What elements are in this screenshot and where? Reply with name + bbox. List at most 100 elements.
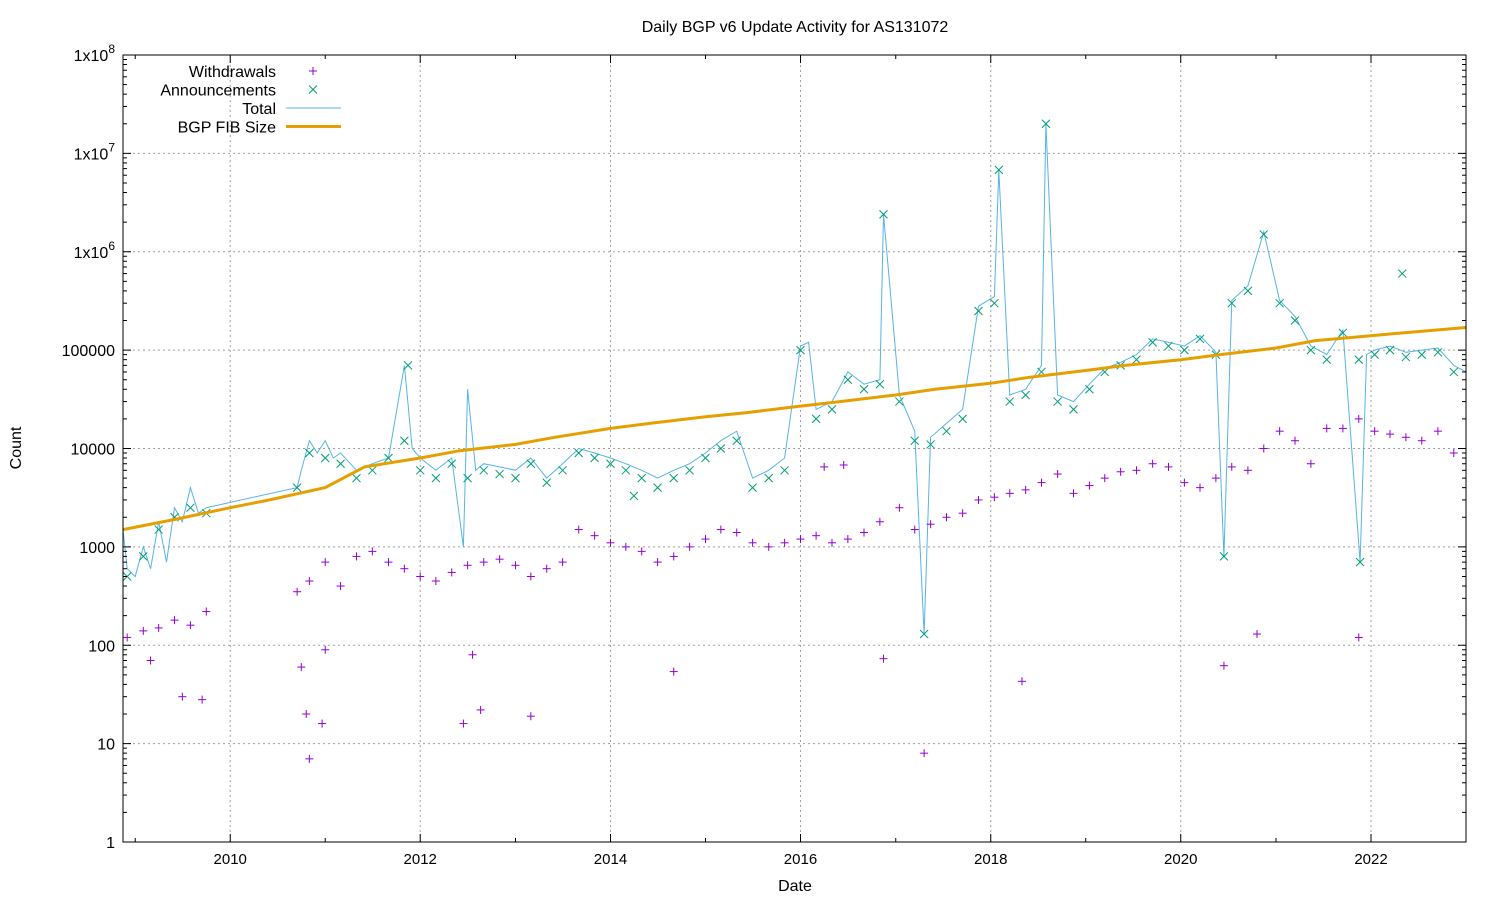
data-point-withdrawals xyxy=(621,542,630,551)
y-tick-label-exponent: 6 xyxy=(108,239,115,253)
data-point-announcements-stroke xyxy=(653,483,662,493)
legend-label-total: Total xyxy=(242,101,276,118)
data-point-announcements-stroke xyxy=(974,306,983,316)
axes: 1101001000100001000001x1061x1071x1082010… xyxy=(62,42,1466,868)
data-point-announcements-stroke xyxy=(1037,367,1046,377)
data-point-withdrawals xyxy=(1227,462,1236,471)
data-point-withdrawals xyxy=(302,710,311,719)
data-point-announcements-stroke xyxy=(526,459,536,469)
data-point-announcements-stroke xyxy=(511,473,520,483)
data-point-announcements xyxy=(1417,350,1427,359)
data-point-announcements-stroke xyxy=(811,414,821,424)
data-point-announcements xyxy=(1041,119,1051,129)
data-point-announcements-stroke xyxy=(1219,552,1229,561)
data-point-announcements-stroke xyxy=(1227,298,1237,308)
data-point-withdrawals xyxy=(1275,427,1284,436)
data-point-withdrawals xyxy=(352,552,361,561)
data-point-announcements xyxy=(122,572,132,581)
data-point-announcements-stroke xyxy=(764,473,774,483)
x-tick-label: 2012 xyxy=(404,851,437,868)
data-point-announcements xyxy=(958,414,967,424)
data-point-announcements xyxy=(827,404,837,414)
data-point-withdrawals xyxy=(637,547,646,556)
data-point-announcements-stroke xyxy=(859,384,869,394)
data-point-announcements xyxy=(606,459,615,469)
data-point-announcements-stroke xyxy=(732,436,742,446)
data-point-withdrawals xyxy=(701,535,710,544)
data-point-announcements xyxy=(1227,298,1237,308)
data-point-announcements-stroke xyxy=(447,459,457,469)
data-point-withdrawals xyxy=(1211,474,1220,483)
data-point-announcements-stroke xyxy=(1243,286,1253,296)
data-point-withdrawals xyxy=(1322,424,1331,433)
data-point-announcements-stroke xyxy=(1275,298,1284,308)
data-point-announcements xyxy=(1338,328,1348,338)
y-tick-label-exponent: 8 xyxy=(108,42,115,56)
y-tick-label-base: 1x10 xyxy=(74,48,109,65)
data-point-withdrawals xyxy=(321,558,330,567)
data-point-withdrawals xyxy=(942,513,951,522)
data-point-announcements-stroke xyxy=(1100,367,1110,377)
data-point-announcements-stroke xyxy=(669,473,679,483)
data-point-withdrawals xyxy=(1253,630,1262,639)
data-point-announcements xyxy=(384,453,393,463)
data-point-withdrawals xyxy=(1180,478,1189,487)
data-point-withdrawals xyxy=(146,656,155,665)
data-point-announcements-stroke xyxy=(1385,345,1395,355)
data-point-withdrawals xyxy=(1148,459,1157,468)
data-point-withdrawals xyxy=(732,528,741,537)
data-point-announcements-stroke xyxy=(336,459,345,469)
data-point-announcements-stroke xyxy=(574,448,584,458)
data-point-announcements xyxy=(1180,345,1189,355)
data-point-withdrawals xyxy=(321,645,330,654)
data-point-announcements xyxy=(511,473,520,483)
data-point-announcements xyxy=(320,453,330,463)
data-point-withdrawals xyxy=(859,528,868,537)
data-point-withdrawals xyxy=(526,712,535,721)
data-point-announcements-stroke xyxy=(942,426,951,436)
data-point-withdrawals xyxy=(139,626,148,635)
data-point-announcements-stroke xyxy=(827,404,837,414)
data-point-withdrawals xyxy=(1132,466,1141,475)
data-point-announcements xyxy=(1259,230,1269,239)
y-tick-label-base: 10000 xyxy=(71,442,116,459)
data-point-announcements-stroke xyxy=(1417,350,1427,359)
data-point-announcements-stroke xyxy=(558,465,567,475)
data-point-announcements xyxy=(431,473,441,483)
data-point-withdrawals xyxy=(400,564,409,573)
data-point-announcements xyxy=(926,440,935,449)
data-point-announcements xyxy=(447,459,457,469)
data-point-withdrawals xyxy=(812,531,821,540)
legend-label-announcements: Announcements xyxy=(160,83,276,100)
data-point-announcements-stroke xyxy=(1370,350,1379,359)
data-point-withdrawals xyxy=(186,621,195,630)
data-point-announcements xyxy=(701,453,710,463)
series-line-total xyxy=(122,123,1467,635)
data-point-announcements xyxy=(843,375,853,385)
data-point-announcements xyxy=(875,379,885,389)
data-point-announcements-stroke xyxy=(403,361,413,370)
data-point-announcements-stroke xyxy=(542,478,552,487)
data-point-announcements-stroke xyxy=(1338,328,1348,338)
legend-label-bgp-fib-size: BGP FIB Size xyxy=(178,120,277,137)
legend-label-withdrawals: Withdrawals xyxy=(189,64,276,81)
data-point-withdrawals xyxy=(926,520,935,529)
x-tick-label: 2020 xyxy=(1164,851,1197,868)
data-point-announcements xyxy=(186,503,195,513)
legend-swatch-announcements-stroke xyxy=(308,85,318,94)
data-point-announcements-stroke xyxy=(958,414,967,424)
data-point-announcements xyxy=(495,469,504,479)
data-point-announcements-stroke xyxy=(843,375,853,385)
y-tick-label-base: 100 xyxy=(88,638,115,655)
data-point-announcements xyxy=(1164,341,1173,351)
data-point-withdrawals xyxy=(318,719,327,728)
data-point-announcements xyxy=(919,629,929,639)
data-point-withdrawals xyxy=(1354,414,1363,423)
y-tick-label: 1x108 xyxy=(74,42,116,65)
data-point-withdrawals xyxy=(1164,462,1173,471)
data-point-announcements xyxy=(590,453,599,463)
data-point-withdrawals xyxy=(1017,677,1026,686)
data-point-announcements-stroke xyxy=(748,483,757,493)
data-point-announcements xyxy=(780,465,789,475)
